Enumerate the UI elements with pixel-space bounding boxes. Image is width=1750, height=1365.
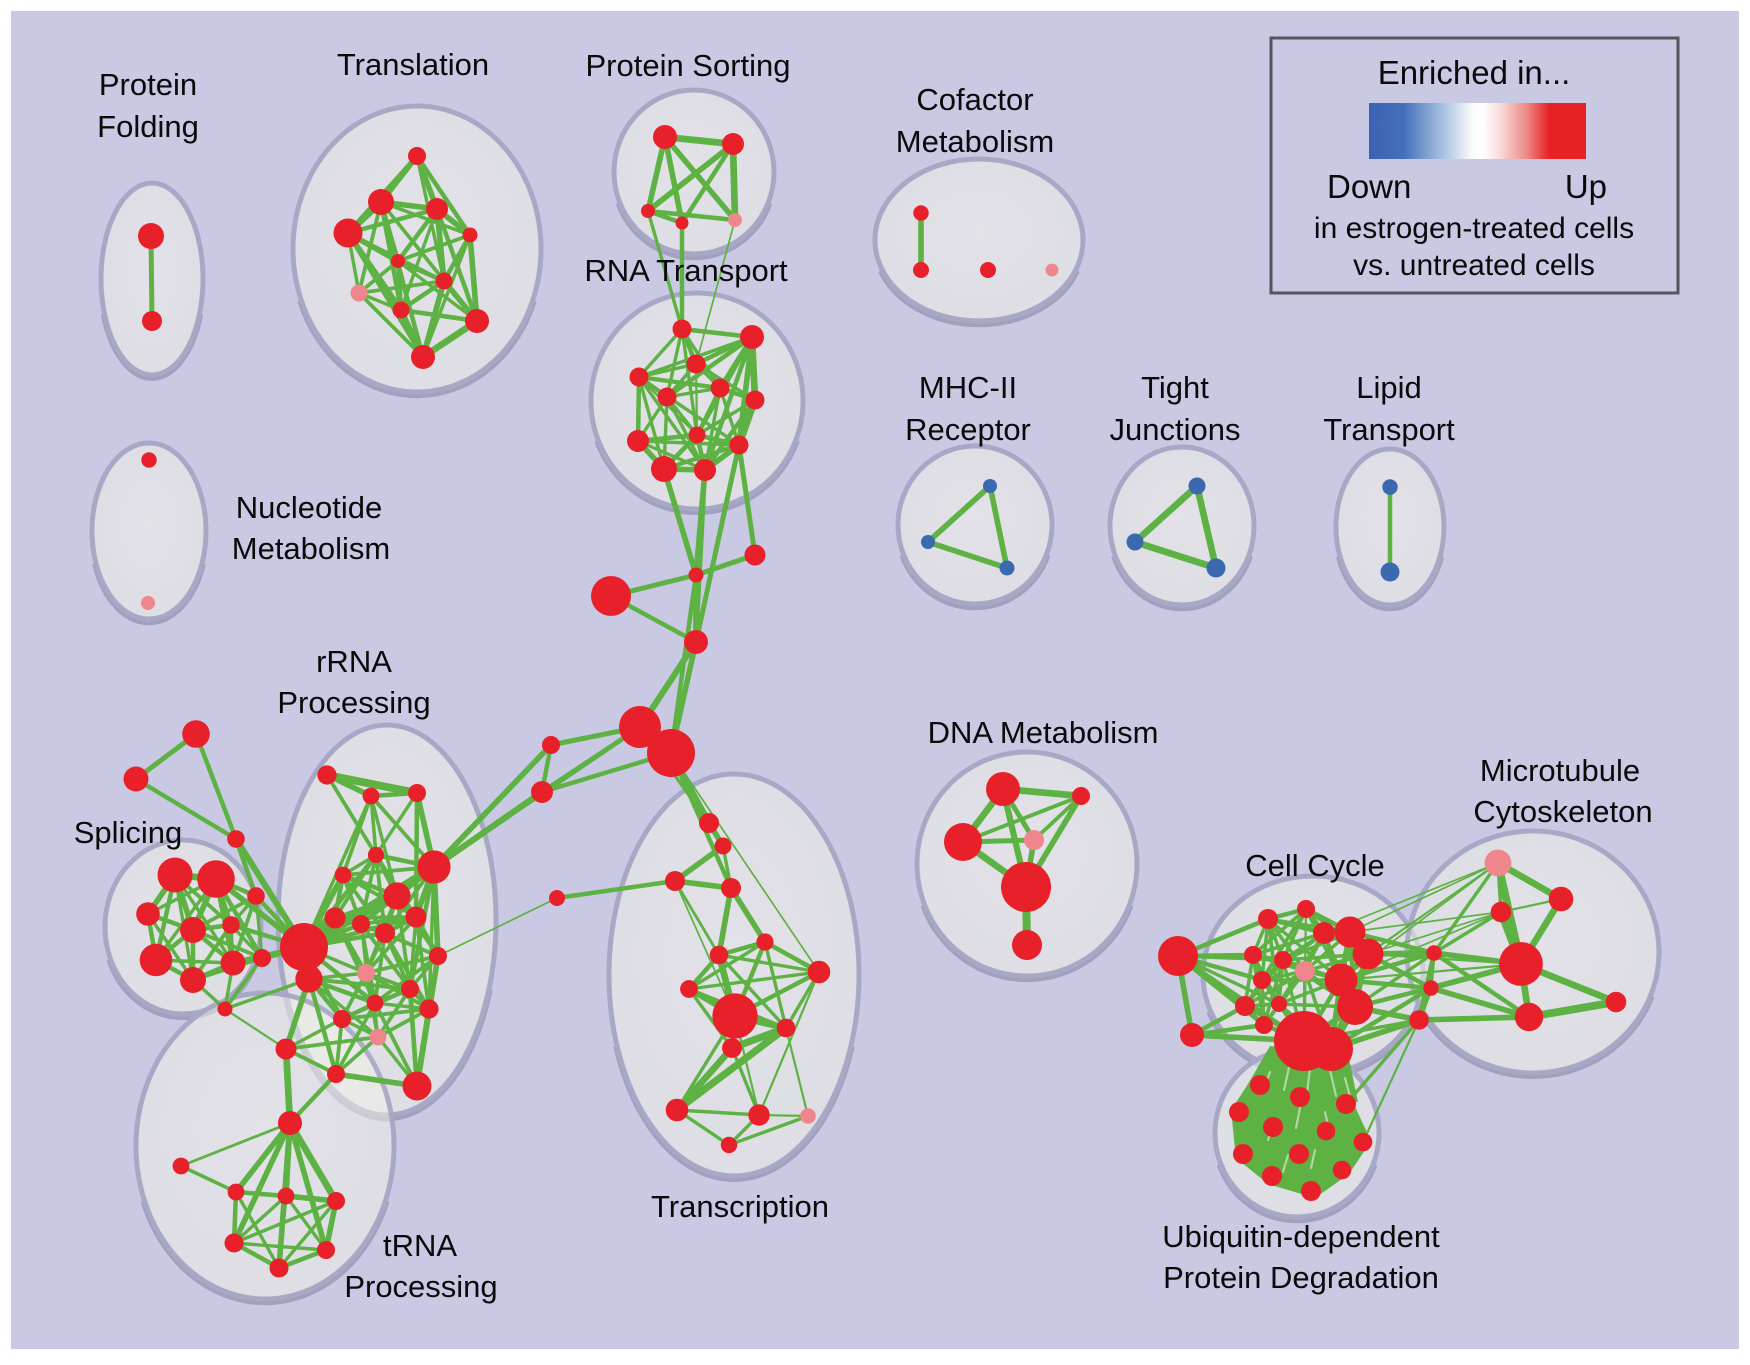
svg-text:Receptor: Receptor: [905, 412, 1031, 447]
svg-text:MHC-II: MHC-II: [919, 370, 1017, 405]
svg-text:rRNA: rRNA: [316, 644, 392, 679]
svg-text:Down: Down: [1327, 168, 1411, 205]
svg-text:Cell Cycle: Cell Cycle: [1245, 848, 1385, 883]
svg-text:DNA Metabolism: DNA Metabolism: [928, 715, 1159, 750]
svg-text:Metabolism: Metabolism: [232, 531, 391, 566]
svg-text:Cytoskeleton: Cytoskeleton: [1473, 794, 1652, 829]
svg-text:Splicing: Splicing: [74, 815, 183, 850]
svg-text:in estrogen-treated cells: in estrogen-treated cells: [1314, 212, 1634, 245]
svg-text:Transcription: Transcription: [651, 1189, 829, 1224]
svg-text:Ubiquitin-dependent: Ubiquitin-dependent: [1162, 1219, 1440, 1254]
svg-text:vs. untreated cells: vs. untreated cells: [1353, 249, 1595, 282]
svg-text:Folding: Folding: [97, 109, 199, 144]
svg-text:Processing: Processing: [277, 685, 430, 720]
svg-text:Cofactor: Cofactor: [916, 82, 1033, 117]
svg-text:Processing: Processing: [344, 1269, 497, 1304]
svg-text:Microtubule: Microtubule: [1480, 753, 1640, 788]
svg-text:Up: Up: [1565, 168, 1607, 205]
svg-text:Protein Degradation: Protein Degradation: [1163, 1260, 1439, 1295]
svg-text:tRNA: tRNA: [383, 1228, 457, 1263]
svg-text:Protein: Protein: [99, 67, 197, 102]
svg-text:Lipid: Lipid: [1356, 370, 1422, 405]
svg-text:Transport: Transport: [1323, 412, 1455, 447]
svg-text:Nucleotide: Nucleotide: [236, 490, 382, 525]
svg-text:Translation: Translation: [337, 47, 489, 82]
svg-text:Protein Sorting: Protein Sorting: [585, 48, 790, 83]
svg-text:Metabolism: Metabolism: [896, 124, 1055, 159]
svg-text:Tight: Tight: [1141, 370, 1209, 405]
svg-text:RNA Transport: RNA Transport: [584, 253, 788, 288]
svg-text:Junctions: Junctions: [1110, 412, 1241, 447]
svg-text:Enriched in...: Enriched in...: [1378, 54, 1571, 91]
